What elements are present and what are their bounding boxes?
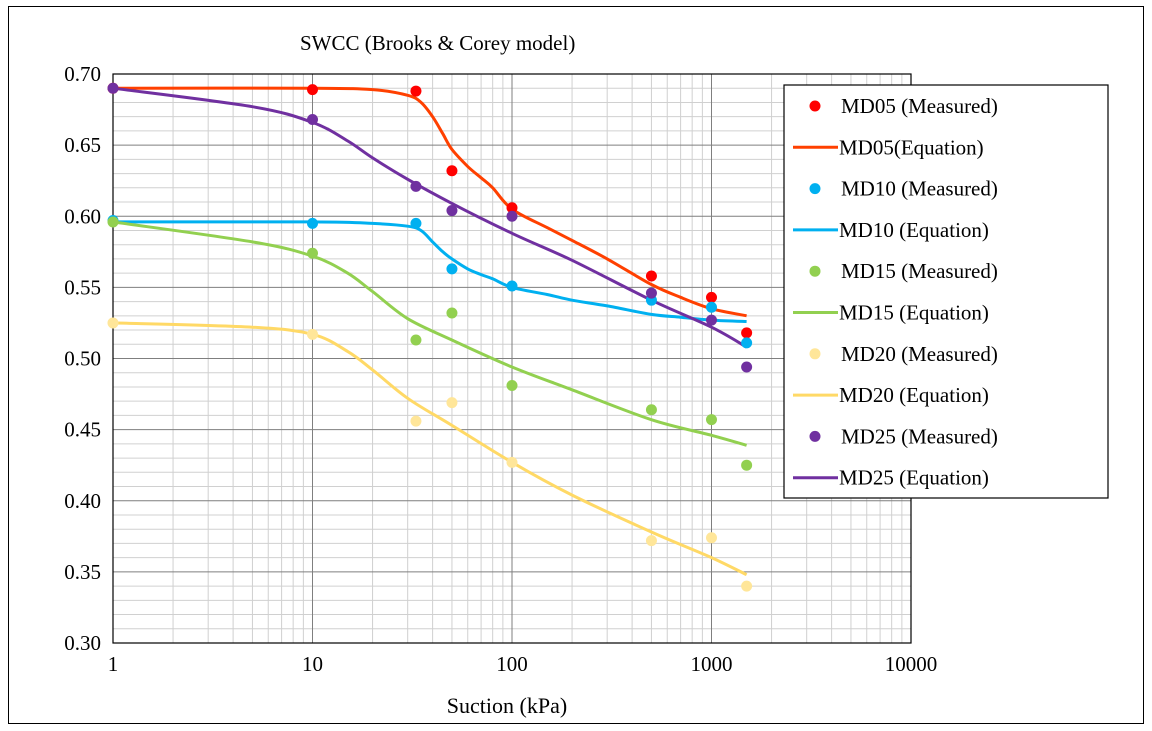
- data-point-md10-measured: [706, 301, 717, 313]
- data-point-md25-measured: [446, 205, 458, 217]
- legend-label-md10-equation: MD10 (Equation): [839, 218, 989, 242]
- data-point-md25-measured: [506, 210, 518, 222]
- series-line-md15-equation: [112, 220, 748, 447]
- legend-label-md10-measured: MD10 (Measured): [841, 177, 998, 201]
- data-point-md15-measured: [307, 247, 318, 259]
- y-tick-label: 0.50: [64, 347, 101, 371]
- x-tick-label: 100: [496, 652, 528, 676]
- data-point-md15-measured: [506, 380, 518, 392]
- data-point-md10-measured: [506, 280, 518, 292]
- data-point-md25-measured: [307, 114, 318, 126]
- x-axis-title: Suction (kPa): [447, 693, 567, 718]
- data-point-md10-measured: [410, 217, 422, 229]
- data-point-md20-measured: [410, 415, 422, 427]
- data-point-md20-measured: [741, 580, 753, 592]
- series-line-md10-equation: [112, 220, 747, 323]
- data-point-md10-measured: [741, 337, 753, 349]
- legend-box: [783, 84, 1109, 499]
- legend-label-md05-equation: MD05(Equation): [839, 135, 984, 159]
- y-tick-label: 0.35: [64, 560, 101, 584]
- series-line-md20-equation: [112, 321, 748, 577]
- y-axis-ticks: 0.30 0.35 0.40 0.45 0.50 0.55 0.60 0.65 0.70: [64, 62, 101, 655]
- data-point-md05-measured: [307, 84, 318, 96]
- y-tick-label: 0.70: [64, 62, 101, 86]
- legend-label-md05-measured: MD05 (Measured): [841, 94, 998, 118]
- legend-marker-md05-measured: [809, 100, 821, 112]
- x-tick-label: 10000: [885, 652, 938, 676]
- data-point-md15-measured: [741, 459, 753, 471]
- data-point-md15-measured: [107, 216, 119, 228]
- data-point-md05-measured: [645, 270, 657, 282]
- x-tick-label: 1: [108, 652, 119, 676]
- data-point-md15-measured: [446, 307, 458, 319]
- x-tick-label: 1000: [691, 652, 733, 676]
- legend-marker-md25-measured: [809, 430, 821, 442]
- data-point-md20-measured: [446, 397, 458, 409]
- data-point-md05-measured: [446, 165, 458, 177]
- x-axis-ticks: 1 10 100 1000 10000: [108, 652, 938, 676]
- legend-label-md20-equation: MD20 (Equation): [839, 383, 989, 407]
- data-point-md20-measured: [506, 456, 518, 468]
- y-tick-label: 0.30: [64, 631, 101, 655]
- data-point-md25-measured: [410, 180, 422, 192]
- legend-marker-md20-measured: [809, 348, 821, 360]
- series-layer: [107, 82, 753, 592]
- data-point-md20-measured: [107, 317, 119, 329]
- chart-title: SWCC (Brooks & Corey model): [300, 31, 575, 55]
- data-point-md25-measured: [645, 287, 657, 299]
- legend-label-md25-measured: MD25 (Measured): [841, 424, 998, 448]
- data-point-md20-measured: [307, 328, 318, 340]
- series-line-md05-equation: [112, 86, 747, 318]
- data-point-md20-measured: [706, 532, 717, 544]
- y-tick-label: 0.55: [64, 275, 101, 299]
- data-point-md15-measured: [645, 404, 657, 416]
- data-point-md10-measured: [307, 217, 318, 229]
- data-point-md25-measured: [706, 314, 717, 326]
- data-point-md15-measured: [410, 334, 422, 346]
- data-point-md20-measured: [645, 535, 657, 547]
- data-point-md25-measured: [107, 82, 119, 94]
- legend: MD05 (Measured) MD05(Equation) MD10 (Measu…: [783, 84, 1109, 499]
- legend-marker-md15-measured: [809, 265, 821, 277]
- x-tick-label: 10: [302, 652, 323, 676]
- data-point-md15-measured: [706, 414, 717, 426]
- legend-label-md20-measured: MD20 (Measured): [841, 342, 998, 366]
- data-point-md25-measured: [741, 361, 753, 373]
- y-tick-label: 0.65: [64, 133, 101, 157]
- y-tick-label: 0.40: [64, 489, 101, 513]
- legend-label-md15-measured: MD15 (Measured): [841, 259, 998, 283]
- data-point-md05-measured: [706, 291, 717, 303]
- legend-marker-md10-measured: [809, 183, 821, 195]
- chart-frame: [8, 6, 1144, 724]
- legend-label-md15-equation: MD15 (Equation): [839, 301, 989, 325]
- y-tick-label: 0.45: [64, 418, 101, 442]
- data-point-md05-measured: [506, 202, 518, 214]
- legend-label-md25-equation: MD25 (Equation): [839, 466, 989, 490]
- data-point-md05-measured: [741, 327, 753, 339]
- data-point-md10-measured: [446, 263, 458, 275]
- y-tick-label: 0.60: [64, 204, 101, 228]
- data-point-md05-measured: [410, 85, 422, 97]
